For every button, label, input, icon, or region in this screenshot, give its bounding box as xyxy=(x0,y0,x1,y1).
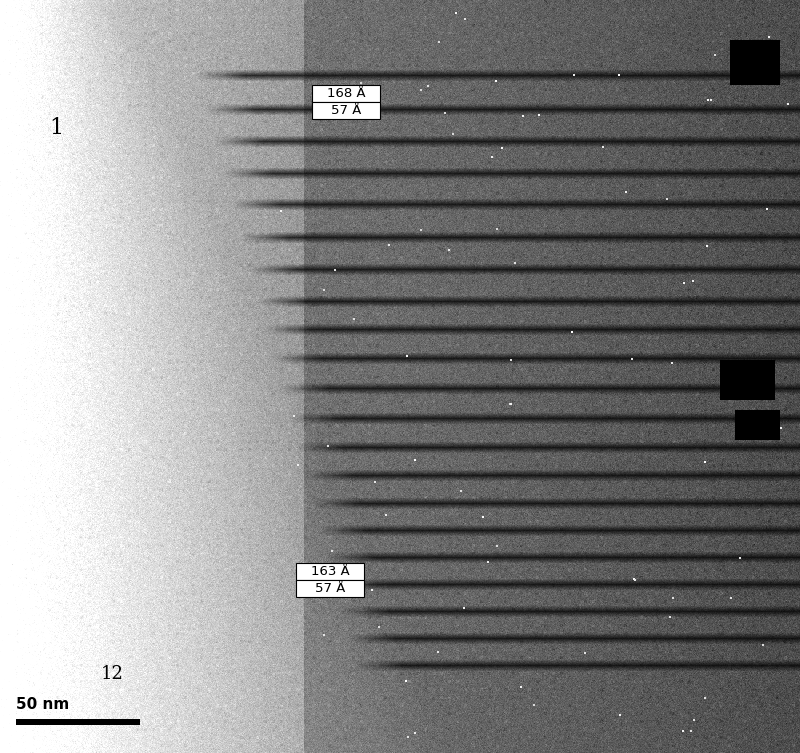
Text: 1: 1 xyxy=(49,117,63,139)
Text: 168 Å: 168 Å xyxy=(326,87,366,99)
Text: 12: 12 xyxy=(101,665,123,683)
Bar xyxy=(312,102,380,119)
Bar xyxy=(296,562,364,580)
Bar xyxy=(16,719,140,725)
Text: 57 Å: 57 Å xyxy=(315,582,345,595)
Text: 50 nm: 50 nm xyxy=(16,697,70,712)
Text: 57 Å: 57 Å xyxy=(331,104,361,117)
Bar xyxy=(312,84,380,102)
Text: 163 Å: 163 Å xyxy=(310,565,350,578)
Bar xyxy=(296,580,364,597)
